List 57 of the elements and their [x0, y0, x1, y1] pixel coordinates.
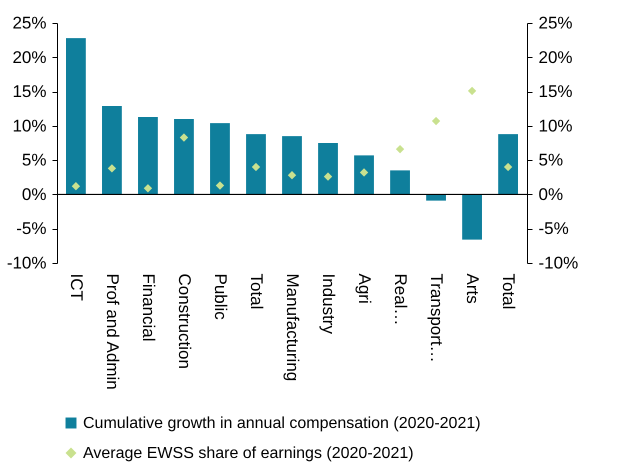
y-tick-label: 0%	[22, 184, 46, 204]
x-tick-label: Total	[246, 274, 266, 310]
point	[360, 168, 368, 177]
point	[288, 171, 296, 180]
x-tick-label: Arts	[463, 274, 482, 304]
y-tick-label: 15%	[12, 82, 46, 102]
bar	[318, 143, 338, 194]
point	[216, 181, 224, 190]
bar	[102, 106, 122, 194]
legend-label: Average EWSS share of earnings (2020-2021)	[83, 445, 414, 462]
point	[108, 164, 116, 173]
bar	[210, 123, 230, 194]
x-tick-label: Construction	[174, 274, 194, 369]
y2-tick-label: 5%	[538, 150, 564, 170]
point	[396, 144, 404, 154]
y2-tick-label: -10%	[538, 254, 578, 272]
x-tick-label: Total	[499, 274, 518, 310]
bar	[138, 116, 158, 194]
point	[144, 184, 152, 192]
x-tick-label: Real…	[391, 274, 410, 326]
point	[468, 86, 476, 96]
x-tick-label: Financial	[138, 274, 158, 342]
x-tick-label: Prof and Admin	[102, 274, 122, 390]
x-tick-label: Industry	[319, 274, 338, 334]
y2-tick-label: 20%	[538, 48, 573, 67]
y2-tick-label: 25%	[538, 14, 573, 32]
x-tick-label: Public	[210, 274, 230, 320]
y-tick-label: 10%	[12, 116, 46, 136]
bar	[246, 134, 266, 194]
point	[324, 172, 332, 181]
x-tick-label: ICT	[66, 274, 86, 301]
point	[180, 133, 188, 142]
bar	[282, 136, 302, 194]
point	[72, 182, 80, 190]
bar	[174, 119, 194, 194]
legend-label: Cumulative growth in annual compensation (2020-2021)	[83, 415, 481, 432]
bar	[462, 194, 482, 240]
y-tick-label: 20%	[12, 48, 46, 67]
bar	[390, 170, 410, 194]
x-tick-label: Agri	[355, 274, 374, 304]
point	[432, 116, 440, 126]
y-tick-label: -10%	[6, 254, 46, 272]
y-tick-label: -5%	[16, 219, 46, 238]
point	[252, 162, 260, 172]
y-tick-label: 5%	[22, 150, 46, 170]
bar	[498, 134, 518, 194]
point	[504, 162, 512, 172]
y2-tick-label: 10%	[538, 116, 573, 136]
y2-tick-label: 15%	[538, 82, 573, 102]
bar	[66, 38, 86, 194]
x-tick-label: Transport…	[427, 274, 446, 363]
y2-tick-label: -5%	[538, 219, 569, 238]
y2-tick-label: 0%	[538, 184, 564, 204]
x-tick-label: Manufacturing	[283, 274, 302, 382]
bar	[354, 155, 374, 194]
y-tick-label: 25%	[12, 14, 46, 32]
bar	[426, 194, 446, 201]
